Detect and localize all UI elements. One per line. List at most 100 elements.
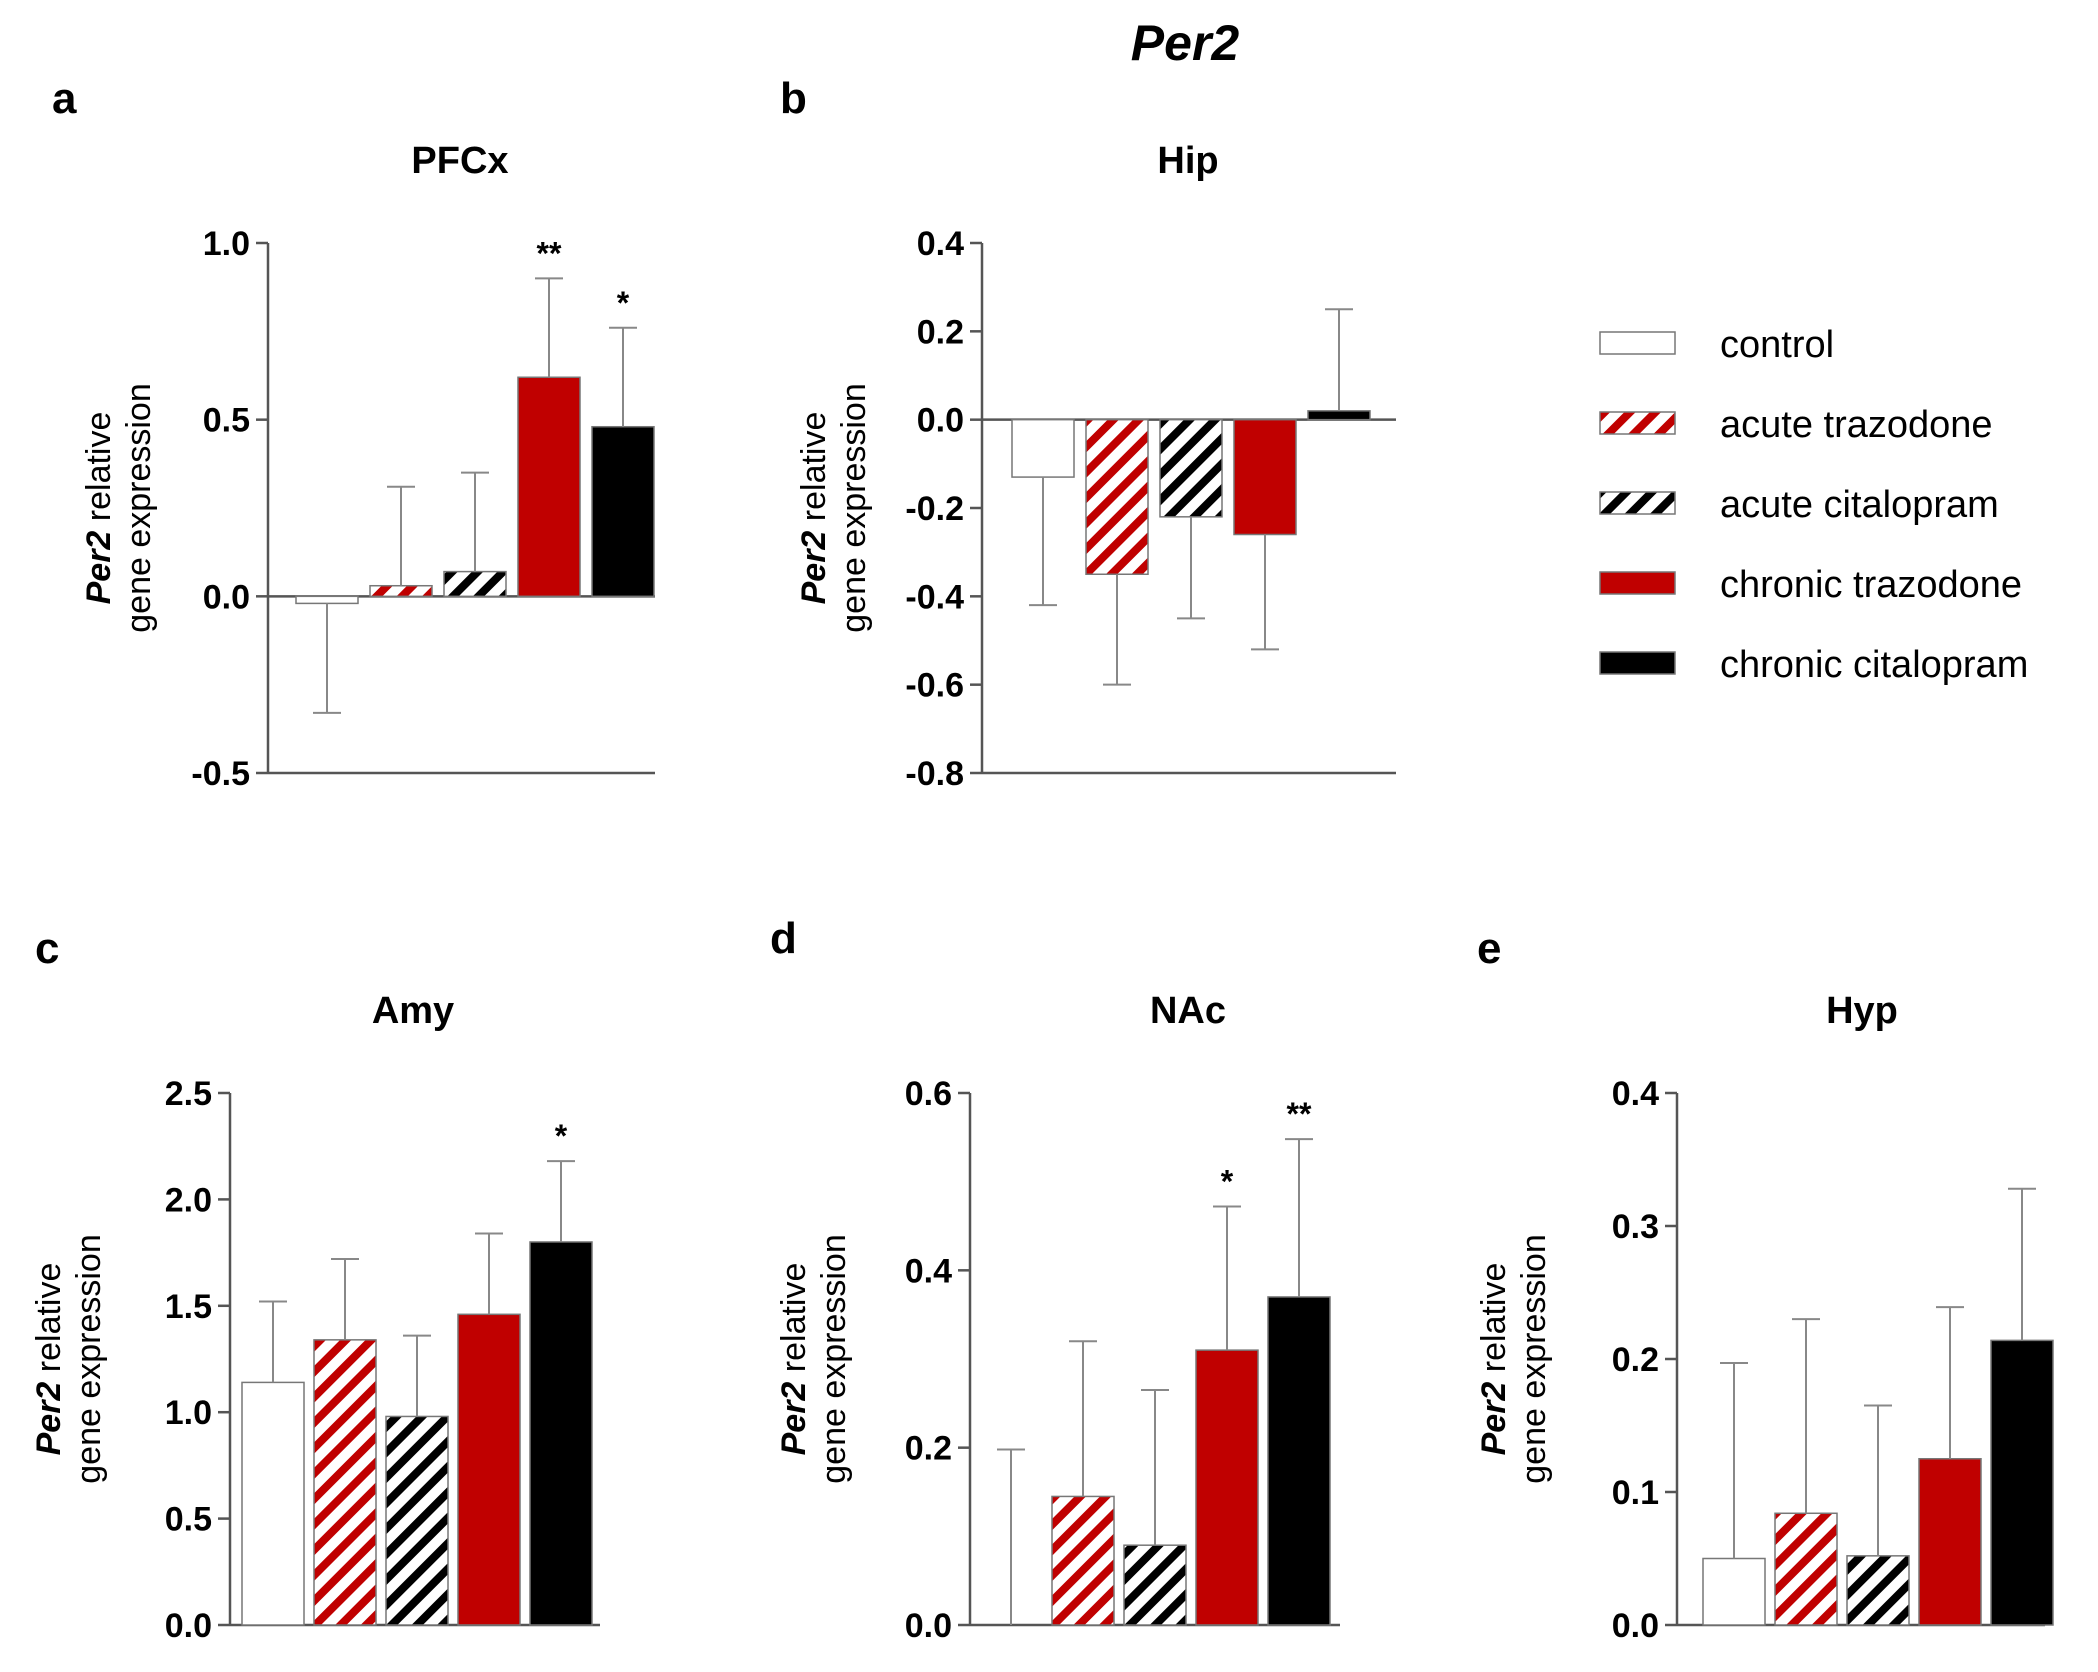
bar-control xyxy=(295,595,359,605)
bar-chronic-trazodone xyxy=(1918,1458,1982,1626)
y-axis-label-line1: Per2 relative xyxy=(80,412,118,605)
y-tick-label: 1.0 xyxy=(203,225,250,263)
significance-mark: * xyxy=(1221,1163,1234,1199)
y-tick-label: 0.2 xyxy=(1612,1341,1659,1379)
bar-chronic-trazodone xyxy=(1195,1349,1259,1626)
y-axis-label-rest: relative xyxy=(775,1263,813,1382)
y-axis-label-line2: gene expression xyxy=(835,383,873,633)
y-tick-label: 0.0 xyxy=(165,1607,212,1645)
panel-letter: c xyxy=(35,924,59,973)
y-axis-label-line2: gene expression xyxy=(70,1234,108,1484)
bar-acute-trazodone xyxy=(313,1339,377,1626)
y-axis-label-gene: Per2 xyxy=(80,531,118,605)
y-axis-label-rest: relative xyxy=(795,412,833,531)
bar-acute-citalopram xyxy=(385,1415,449,1626)
y-axis-label-line2: gene expression xyxy=(1515,1234,1553,1484)
y-axis-label-line1: Per2 relative xyxy=(30,1263,68,1456)
y-tick-label: 0.2 xyxy=(917,313,964,351)
y-tick-label: 0.0 xyxy=(917,402,964,440)
y-tick-label: -0.6 xyxy=(905,667,964,705)
legend-label: acute citalopram xyxy=(1720,484,1999,526)
y-axis-label: Per2 relativegene expression xyxy=(775,1234,853,1484)
y-axis-label: Per2 relativegene expression xyxy=(795,383,873,633)
legend-label: acute trazodone xyxy=(1720,404,1993,446)
y-axis-label-gene: Per2 xyxy=(30,1382,68,1456)
bar-control xyxy=(1011,418,1075,478)
legend-item-chronic-trazodone: chronic trazodone xyxy=(1599,564,2022,606)
y-tick-label: -0.8 xyxy=(905,755,964,793)
bar-acute-trazodone xyxy=(1085,418,1149,575)
y-tick-label: 0.5 xyxy=(203,402,250,440)
bar-chronic-citalopram xyxy=(529,1241,593,1626)
y-axis-label-line2: gene expression xyxy=(120,383,158,633)
panel-letter: e xyxy=(1477,924,1501,973)
y-tick-label: -0.2 xyxy=(905,490,964,528)
bar-chronic-trazodone xyxy=(517,376,581,598)
y-axis-label-line1: Per2 relative xyxy=(1475,1263,1513,1456)
panel-b: b Hip Per2 relativegene expression -0.8 -0.6… xyxy=(780,74,1396,793)
panel-title: PFCx xyxy=(411,140,508,182)
legend-item-chronic-citalopram: chronic citalopram xyxy=(1599,644,2028,686)
bar-chronic-citalopram xyxy=(1990,1339,2054,1626)
panel-a: a PFCx Per2 relativegene expression -0.5 0.0… xyxy=(52,74,655,793)
y-axis-label-line1: Per2 relative xyxy=(775,1263,813,1456)
legend-swatch xyxy=(1599,571,1676,595)
legend-label: chronic trazodone xyxy=(1720,564,2022,606)
panel-letter: a xyxy=(52,74,77,123)
y-axis-label: Per2 relativegene expression xyxy=(80,383,158,633)
y-axis-label-gene: Per2 xyxy=(795,531,833,605)
bar-control xyxy=(241,1381,305,1626)
y-tick-label: 0.5 xyxy=(165,1501,212,1539)
panel-title: Hyp xyxy=(1826,990,1898,1032)
y-tick-label: 1.5 xyxy=(165,1288,212,1326)
y-tick-label: 0.0 xyxy=(905,1607,952,1645)
bar-acute-trazodone xyxy=(369,584,433,598)
y-tick-label: 0.2 xyxy=(905,1430,952,1468)
y-tick-label: 0.4 xyxy=(917,225,964,263)
y-tick-label: -0.4 xyxy=(905,578,964,616)
y-axis-label-line2: gene expression xyxy=(815,1234,853,1484)
legend-label: control xyxy=(1720,324,1834,366)
significance-mark: * xyxy=(555,1118,568,1154)
panel-letter: b xyxy=(780,74,807,123)
bar-acute-trazodone xyxy=(1774,1512,1838,1626)
y-tick-label: 0.1 xyxy=(1612,1474,1659,1512)
bar-chronic-citalopram xyxy=(1267,1296,1331,1626)
legend-item-acute-citalopram: acute citalopram xyxy=(1599,484,1999,526)
legend-item-acute-trazodone: acute trazodone xyxy=(1599,404,1993,446)
y-axis-label-rest: relative xyxy=(1475,1263,1513,1382)
y-axis-label-gene: Per2 xyxy=(1475,1382,1513,1456)
legend-swatch xyxy=(1599,651,1676,675)
y-axis-label-line1: Per2 relative xyxy=(795,412,833,605)
y-tick-label: 0.4 xyxy=(1612,1075,1659,1113)
bar-acute-citalopram xyxy=(1123,1544,1187,1626)
y-tick-label: 0.0 xyxy=(1612,1607,1659,1645)
y-tick-label: -0.5 xyxy=(191,755,250,793)
significance-mark: * xyxy=(617,285,630,321)
y-tick-label: 0.0 xyxy=(203,578,250,616)
bar-chronic-citalopram xyxy=(1307,410,1371,421)
y-axis-label-rest: relative xyxy=(30,1263,68,1382)
significance-mark: ** xyxy=(1287,1096,1312,1132)
y-tick-label: 0.4 xyxy=(905,1252,952,1290)
bar-chronic-trazodone xyxy=(457,1313,521,1626)
bar-chronic-trazodone xyxy=(1233,418,1297,536)
bar-chronic-citalopram xyxy=(591,425,655,598)
panel-e: e Hyp Per2 relativegene expression 0.0 0.1 0.… xyxy=(1475,924,2054,1645)
bar-acute-citalopram xyxy=(1846,1555,1910,1626)
y-tick-label: 1.0 xyxy=(165,1394,212,1432)
panel-title: NAc xyxy=(1150,990,1226,1032)
y-tick-label: 0.6 xyxy=(905,1075,952,1113)
legend-item-control: control xyxy=(1599,324,1834,366)
panel-title: Hip xyxy=(1157,140,1218,182)
y-tick-label: 2.0 xyxy=(165,1181,212,1219)
figure-title: Per2 xyxy=(1131,15,1240,71)
panel-d: d NAc Per2 relativegene expression 0.0 0.2 0.… xyxy=(770,914,1340,1645)
y-tick-label: 0.3 xyxy=(1612,1208,1659,1246)
legend-swatch xyxy=(1599,411,1676,435)
legend-swatch xyxy=(1599,491,1676,515)
y-axis-label-gene: Per2 xyxy=(775,1382,813,1456)
